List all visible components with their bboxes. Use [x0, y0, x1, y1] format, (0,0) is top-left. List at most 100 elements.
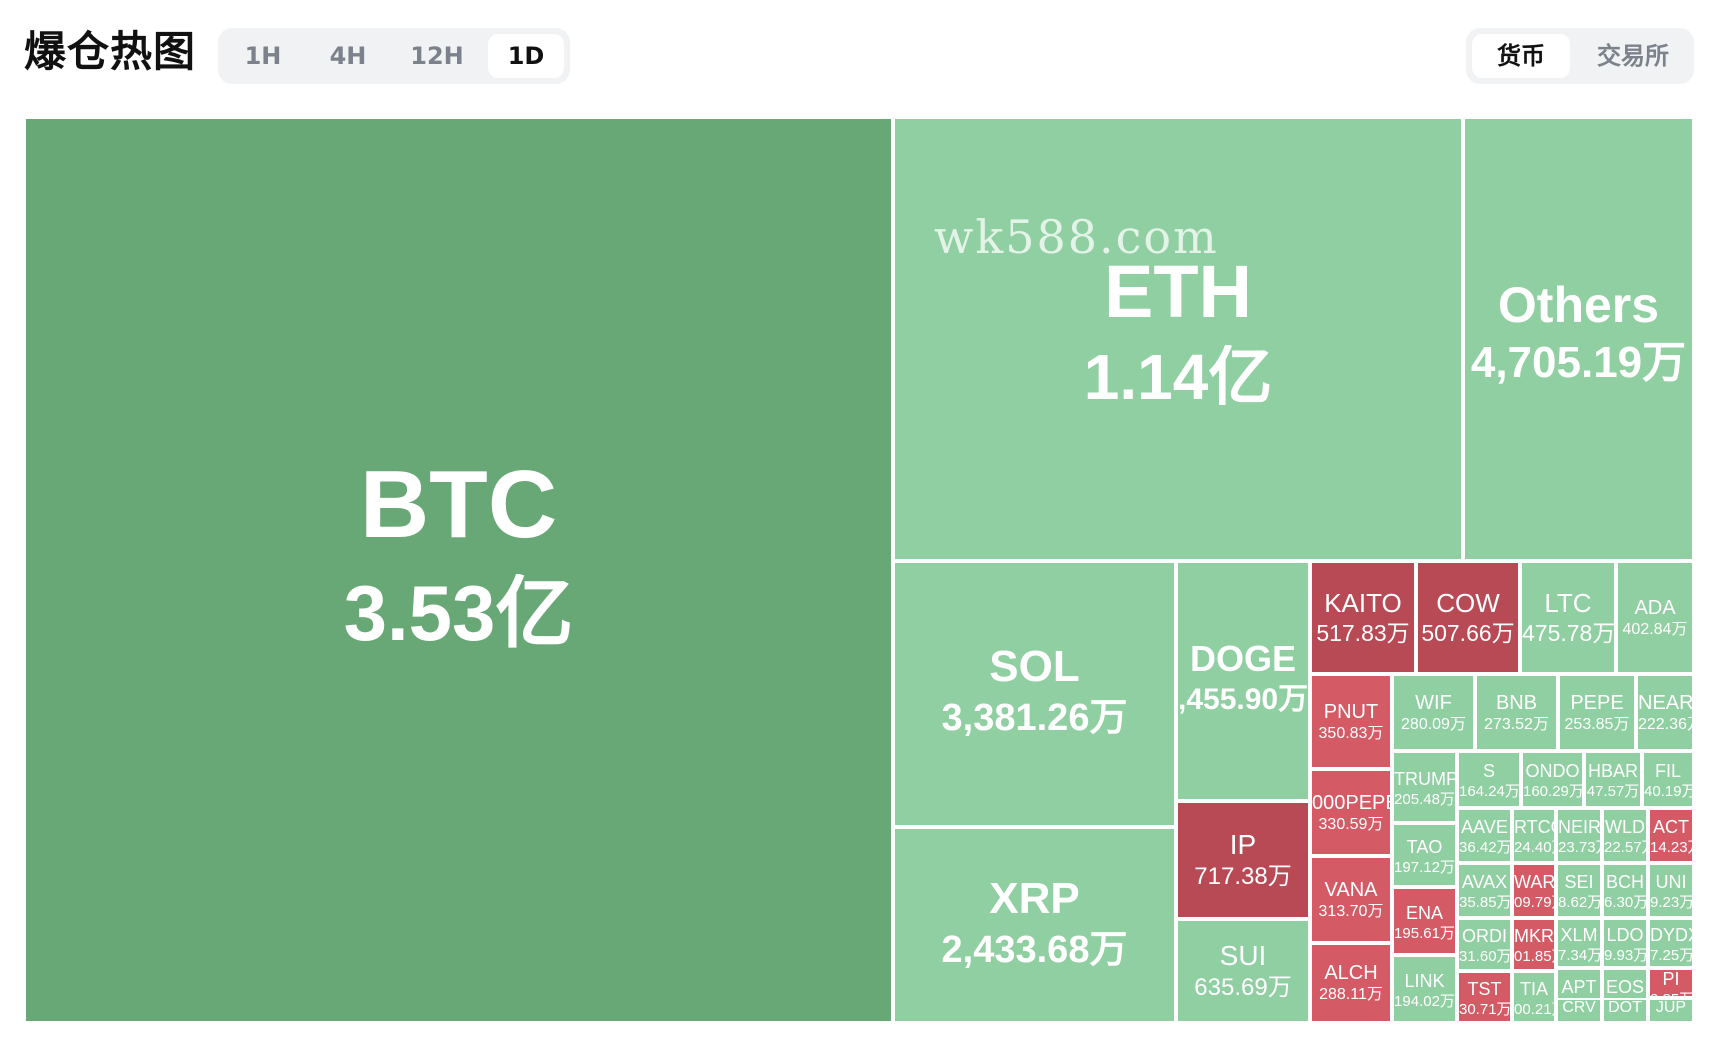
heatmap-tile-xrp[interactable]: XRP 2,433.68万 [893, 827, 1176, 1023]
heatmap-tile-ordi[interactable]: ORDI 31.60万 [1457, 918, 1512, 971]
tile-value: 2.41万 [1558, 1020, 1600, 1021]
tile-symbol: ALCH [1324, 963, 1378, 983]
tile-symbol: NEAR [1638, 693, 1692, 713]
tile-symbol: ACT [1653, 818, 1689, 836]
heatmap-tile-tia[interactable]: TIA 00.21万 [1512, 971, 1556, 1023]
heatmap-tile-pi[interactable]: PI 2.85万 [1648, 968, 1694, 998]
tab-exchange[interactable]: 交易所 [1597, 42, 1669, 70]
heatmap-tile-rtco[interactable]: RTCO 24.40万 [1512, 808, 1556, 863]
tile-value: 6.30万 [1604, 895, 1646, 910]
tile-symbol: KAITO [1324, 590, 1402, 616]
tile-symbol: S [1482, 762, 1495, 780]
tile-value: 3,381.26万 [941, 699, 1128, 737]
heatmap-tile-kaito[interactable]: KAITO 517.83万 [1310, 561, 1416, 674]
heatmap-tile-cow[interactable]: COW 507.66万 [1416, 561, 1520, 674]
tile-symbol: JUP [1655, 1000, 1687, 1016]
tile-symbol: HBAR [1587, 762, 1638, 780]
heatmap-tile-ltc[interactable]: LTC 475.78万 [1520, 561, 1616, 674]
tile-symbol: DYDX [1650, 926, 1692, 944]
heatmap-tile-ada[interactable]: ADA 402.84万 [1616, 561, 1694, 674]
heatmap-tile-000pepe[interactable]: 000PEPE 330.59万 [1310, 769, 1392, 856]
heatmap-tile-hbar[interactable]: HBAR 47.57万 [1584, 751, 1642, 808]
tile-symbol: EOS [1605, 978, 1644, 996]
tile-value: 350.83万 [1318, 726, 1384, 742]
heatmap-tile-alch[interactable]: ALCH 288.11万 [1310, 943, 1392, 1023]
heatmap-tile-fil[interactable]: FIL 40.19万 [1642, 751, 1694, 808]
heatmap-tile-bnb[interactable]: BNB 273.52万 [1475, 674, 1558, 751]
tile-value: 507.66万 [1421, 622, 1515, 645]
heatmap-tile-act[interactable]: ACT 14.23万 [1648, 808, 1694, 863]
heatmap-tile-xlm[interactable]: XLM 7.34万 [1556, 918, 1602, 968]
tile-symbol: WARN [1514, 873, 1554, 891]
tab-4h[interactable]: 4H [329, 42, 367, 70]
tile-symbol: MKR [1514, 927, 1554, 945]
tile-value: 717.38万 [1194, 865, 1292, 889]
heatmap-tile-trump[interactable]: TRUMP 205.48万 [1392, 751, 1457, 823]
heatmap-tile-ip[interactable]: IP 717.38万 [1176, 801, 1310, 919]
heatmap-tile-sui[interactable]: SUI 635.69万 [1176, 919, 1310, 1023]
heatmap-tile-tao[interactable]: TAO 197.12万 [1392, 823, 1457, 887]
tile-value: 9.93万 [1604, 948, 1646, 963]
tile-value: 30.71万 [1459, 1002, 1510, 1017]
tile-value: 23.73万 [1558, 840, 1600, 855]
heatmap-tile-s[interactable]: S 164.24万 [1457, 751, 1521, 808]
heatmap-tile-link[interactable]: LINK 194.02万 [1392, 955, 1457, 1023]
tile-value: 35.85万 [1459, 895, 1510, 910]
tile-symbol: IP [1229, 831, 1257, 859]
heatmap-tile-dot[interactable]: DOT 4.28万 [1602, 998, 1648, 1023]
heatmap-tile-neiro[interactable]: NEIRO 23.73万 [1556, 808, 1602, 863]
tile-symbol: BCH [1605, 873, 1644, 891]
tile-value: 205.48万 [1394, 792, 1455, 807]
tile-symbol: 000PEPE [1312, 793, 1390, 813]
heatmap-tile-bch[interactable]: BCH 6.30万 [1602, 863, 1648, 918]
tile-value: 36.42万 [1459, 840, 1510, 855]
tile-symbol: LINK [1404, 972, 1445, 990]
tile-symbol: NEIRO [1558, 818, 1600, 836]
heatmap-tile-others[interactable]: Others 4,705.19万 [1463, 117, 1694, 561]
tile-value: 40.19万 [1644, 784, 1692, 799]
heatmap-tile-ldo[interactable]: LDO 9.93万 [1602, 918, 1648, 968]
tab-12h[interactable]: 12H [410, 42, 464, 70]
heatmap-tile-warn[interactable]: WARN 09.79万 [1512, 863, 1556, 918]
heatmap-tile-eth[interactable]: ETH 1.14亿 [893, 117, 1463, 561]
tab-currency[interactable]: 货币 [1472, 34, 1570, 78]
tile-value: 22.57万 [1604, 840, 1646, 855]
heatmap-tile-dydx[interactable]: DYDX 7.25万 [1648, 918, 1694, 968]
heatmap-tile-wld[interactable]: WLD 22.57万 [1602, 808, 1648, 863]
heatmap-tile-jup[interactable]: JUP 3.17万 [1648, 998, 1694, 1023]
heatmap-tile-pepe[interactable]: PEPE 253.85万 [1558, 674, 1636, 751]
tile-value: 330.59万 [1318, 817, 1384, 833]
tile-symbol: BNB [1495, 693, 1538, 713]
heatmap-tile-avax[interactable]: AVAX 35.85万 [1457, 863, 1512, 918]
heatmap-tile-vana[interactable]: VANA 313.70万 [1310, 856, 1392, 943]
heatmap-tile-near[interactable]: NEAR 222.36万 [1636, 674, 1694, 751]
tile-symbol: BTC [359, 457, 558, 553]
heatmap-tile-ondo[interactable]: ONDO 160.29万 [1521, 751, 1584, 808]
tile-symbol: LTC [1544, 590, 1592, 616]
heatmap-tile-mkr[interactable]: MKR 01.85万 [1512, 918, 1556, 971]
tile-value: 31.60万 [1459, 949, 1510, 964]
page-title: 爆仓热图 [24, 27, 197, 76]
heatmap-tile-pnut[interactable]: PNUT 350.83万 [1310, 674, 1392, 769]
heatmap-tile-wif[interactable]: WIF 280.09万 [1392, 674, 1475, 751]
heatmap-tile-uni[interactable]: UNI 9.23万 [1648, 863, 1694, 918]
heatmap-tile-crv[interactable]: CRV 2.41万 [1556, 998, 1602, 1023]
heatmap-tile-btc[interactable]: BTC 3.53亿 [24, 117, 893, 1023]
heatmap-tile-sei[interactable]: SEI 8.62万 [1556, 863, 1602, 918]
heatmap-tile-ena[interactable]: ENA 195.61万 [1392, 887, 1457, 955]
tile-value: 195.61万 [1394, 926, 1455, 941]
tile-symbol: SUI [1219, 942, 1267, 970]
tile-symbol: COW [1436, 590, 1500, 616]
tab-1d[interactable]: 1D [488, 34, 564, 78]
heatmap-tile-sol[interactable]: SOL 3,381.26万 [893, 561, 1176, 827]
tile-value: 402.84万 [1622, 622, 1688, 638]
tile-value: 273.52万 [1484, 717, 1549, 733]
tile-symbol: PNUT [1323, 702, 1379, 722]
heatmap-tile-tst[interactable]: TST 30.71万 [1457, 971, 1512, 1023]
tab-1h[interactable]: 1H [244, 42, 282, 70]
heatmap-tile-doge[interactable]: DOGE ,455.90万 [1176, 561, 1310, 801]
tile-symbol: DOGE [1189, 641, 1296, 677]
tile-symbol: XRP [989, 877, 1080, 921]
heatmap-tile-aave[interactable]: AAVE 36.42万 [1457, 808, 1512, 863]
tile-symbol: SOL [989, 645, 1080, 689]
